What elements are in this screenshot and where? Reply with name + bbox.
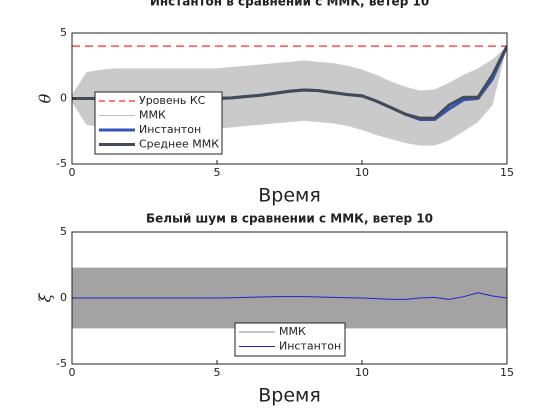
legend-box: [234, 322, 346, 357]
legend-label: ММК: [279, 325, 306, 338]
y-tick-label: -5: [56, 357, 67, 370]
series-line: [72, 292, 507, 300]
mc-band: [72, 267, 507, 329]
legend-label: Среднее ММК: [139, 138, 219, 151]
x-tick-label: 10: [355, 166, 369, 179]
x-tick-label: 10: [355, 366, 369, 379]
y-tick-label: 5: [60, 26, 67, 39]
x-tick-label: 15: [500, 366, 514, 379]
legend-label: Инстантон: [279, 340, 341, 353]
legend-label: ММК: [139, 109, 166, 122]
y-tick-label: 5: [60, 225, 67, 238]
x-axis-label: Время: [258, 185, 321, 207]
x-tick-label: 5: [214, 166, 221, 179]
x-tick-label: 0: [69, 366, 76, 379]
legend-label: Уровень КС: [139, 94, 206, 107]
y-tick-label: 0: [60, 291, 67, 304]
x-tick-label: 15: [500, 166, 514, 179]
y-axis-label: ξ: [36, 292, 55, 302]
legend-label: Инстантон: [139, 123, 201, 136]
y-tick-label: -5: [56, 157, 67, 170]
x-tick-label: 5: [214, 366, 221, 379]
x-axis-label: Время: [258, 385, 321, 407]
y-axis-label: θ: [36, 93, 55, 103]
chart-title: Белый шум в сравнении с ММК, ветер 10: [146, 212, 433, 226]
x-tick-label: 0: [69, 166, 76, 179]
plot: [72, 267, 507, 329]
chart-title: Инстантон в сравнении с ММК, ветер 10: [150, 0, 429, 9]
y-tick-label: 0: [60, 92, 67, 105]
